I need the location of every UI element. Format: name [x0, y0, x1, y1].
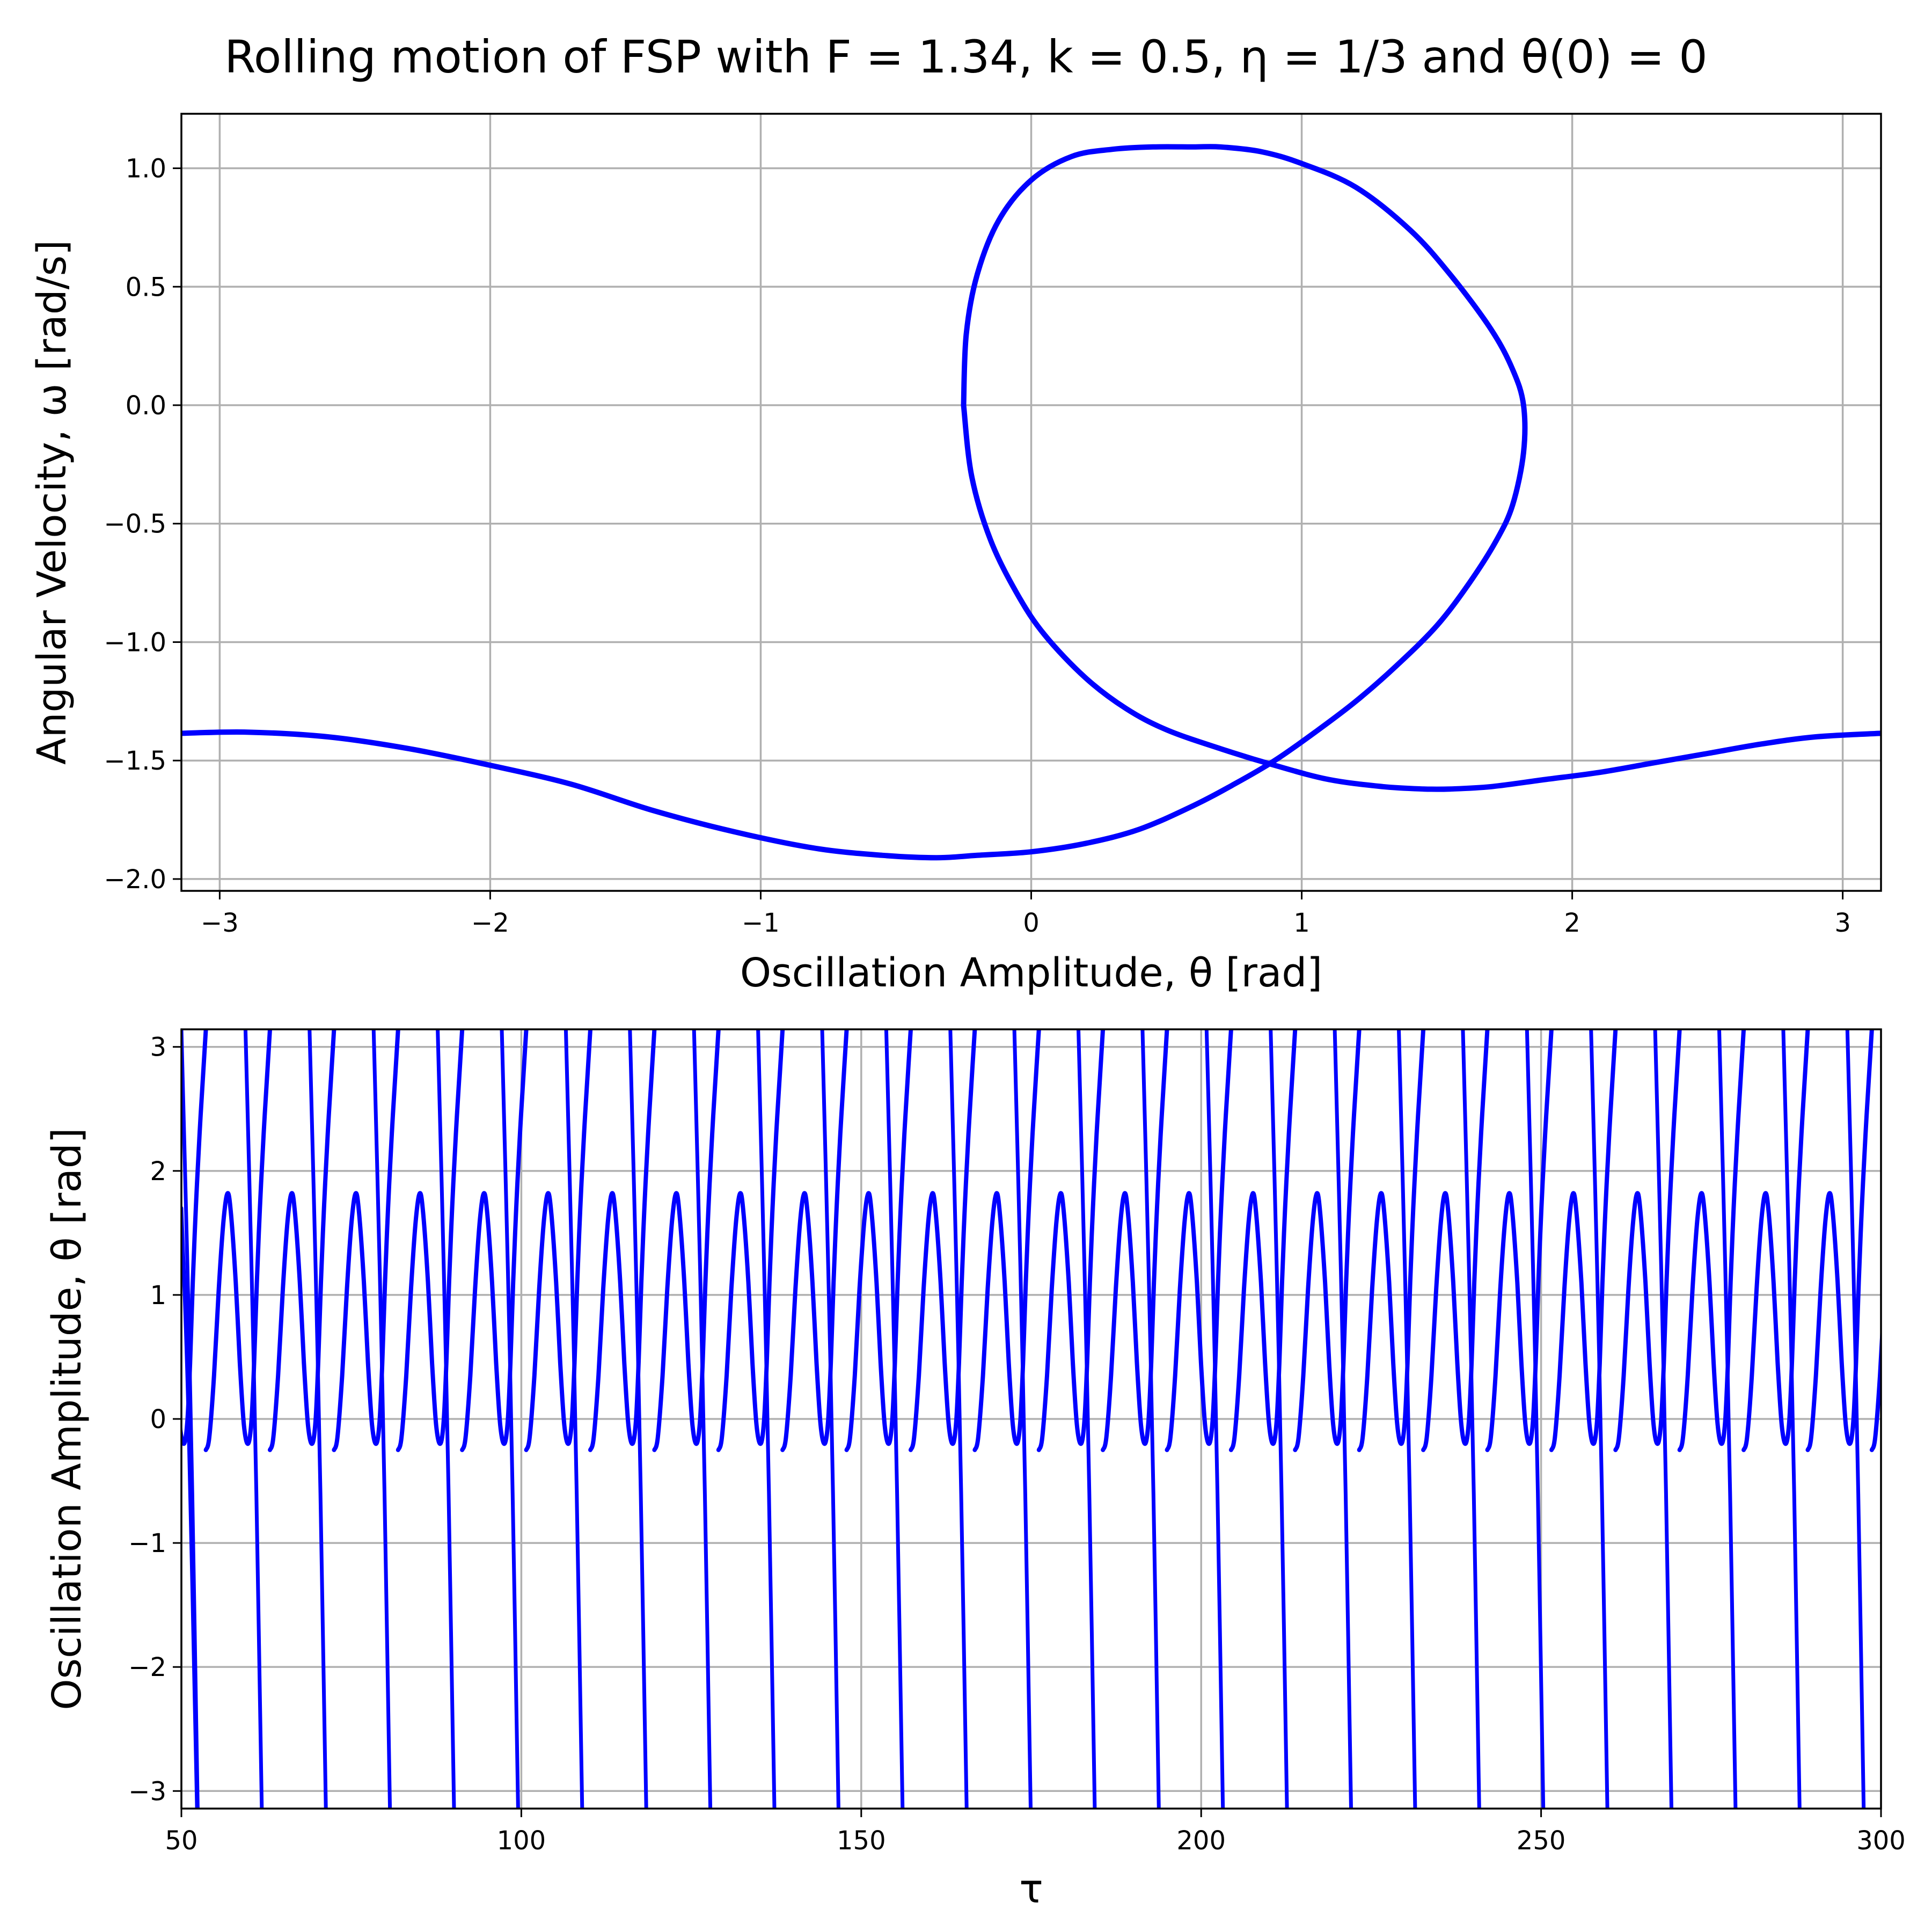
series-line: [780, 1029, 849, 1452]
figure-title: Rolling motion of FSP with F = 1.34, k =…: [224, 31, 1707, 83]
series-line: [1677, 1029, 1746, 1452]
series-line: [588, 1029, 657, 1452]
plot-area: [181, 144, 1881, 861]
y-tick-label: 1.0: [126, 154, 166, 184]
x-axis-label: Oscillation Amplitude, θ [rad]: [740, 950, 1322, 996]
series-line: [181, 144, 1528, 861]
series-line: [308, 1029, 328, 1809]
series-line: [1293, 1029, 1362, 1452]
x-tick-label: 200: [1176, 1826, 1226, 1856]
series-line: [1525, 1029, 1546, 1809]
y-tick-label: −2: [128, 1652, 166, 1682]
y-tick-label: −0.5: [104, 509, 166, 539]
series-line: [396, 1029, 465, 1452]
series-line: [972, 1029, 1041, 1452]
series-line: [564, 1029, 584, 1809]
series-line: [961, 402, 1881, 792]
series-line: [1805, 1029, 1874, 1452]
series-line: [332, 1029, 400, 1452]
series-line: [1228, 1029, 1298, 1452]
y-tick-label: −1.0: [104, 627, 166, 657]
series-line: [1421, 1029, 1490, 1452]
series-line: [1165, 1029, 1233, 1452]
plot-area: [118, 1029, 1928, 1809]
x-tick-label: −2: [471, 908, 509, 938]
series-line: [1269, 1029, 1289, 1809]
series-line: [118, 1029, 134, 1809]
y-axis-label: Oscillation Amplitude, θ [rad]: [44, 1128, 90, 1710]
series-line: [203, 1029, 272, 1452]
x-tick-label: 300: [1856, 1826, 1906, 1856]
series-line: [460, 1029, 529, 1452]
x-tick-label: 1: [1293, 908, 1310, 938]
series-line: [1101, 1029, 1169, 1452]
x-tick-label: 100: [497, 1826, 546, 1856]
series-line: [652, 1029, 721, 1452]
series-line: [500, 1029, 520, 1809]
series-line: [844, 1029, 913, 1452]
grid: [181, 114, 1881, 891]
series-line: [1845, 1029, 1866, 1809]
series-line: [243, 1029, 264, 1809]
y-tick-label: 0: [150, 1404, 166, 1435]
series-line: [1912, 1029, 1928, 1809]
series-line: [1357, 1029, 1426, 1452]
series-line: [181, 1029, 208, 1446]
y-tick-label: 2: [150, 1157, 166, 1187]
y-axis-label: Angular Velocity, ω [rad/s]: [29, 240, 75, 765]
series-line: [181, 1029, 200, 1809]
y-tick-label: −2.0: [104, 865, 166, 895]
x-tick-label: −3: [201, 908, 239, 938]
x-tick-label: 0: [1023, 908, 1040, 938]
x-tick-label: 150: [837, 1826, 886, 1856]
series-line: [1012, 1029, 1033, 1809]
series-line: [716, 1029, 785, 1452]
series-line: [268, 1029, 336, 1452]
series-line: [1485, 1029, 1554, 1452]
series-line: [524, 1029, 592, 1452]
y-tick-label: 3: [150, 1033, 166, 1063]
series-line: [1461, 1029, 1481, 1809]
series-line: [756, 1029, 777, 1809]
series-line: [1204, 1029, 1225, 1809]
series-line: [1333, 1029, 1353, 1809]
phase-portrait-panel: −3 −2 −1 0 1 2 3 1.0 0.5 0.0 −0.5 −1.0 −1.5 −2.0 Oscil…: [29, 113, 1882, 996]
x-tick-label: −1: [742, 908, 780, 938]
time-series-panel: 50 100 150 200 250 300 3 2 1 0 −1 −2 −3 τ Oscillation …: [44, 1028, 1928, 1912]
series-line: [1781, 1029, 1802, 1809]
series-line: [1717, 1029, 1738, 1809]
x-tick-label: 2: [1564, 908, 1580, 938]
y-tick-label: −1.5: [104, 746, 166, 776]
x-tick-label: 3: [1834, 908, 1851, 938]
y-tick-label: −1: [128, 1528, 166, 1558]
y-tick-label: 0.5: [126, 272, 166, 302]
series-line: [820, 1029, 840, 1809]
x-tick-label: 50: [165, 1826, 197, 1856]
series-line: [1140, 1029, 1161, 1809]
series-line: [628, 1029, 648, 1809]
series-line: [1613, 1029, 1682, 1452]
series-line: [948, 1029, 969, 1809]
y-tick-label: −3: [128, 1776, 166, 1806]
series-line: [884, 1029, 905, 1809]
series-line: [371, 1029, 392, 1809]
x-tick-label: 250: [1517, 1826, 1566, 1856]
x-axis-label: τ: [1019, 1866, 1043, 1912]
series-line: [1036, 1029, 1106, 1452]
series-line: [1589, 1029, 1609, 1809]
series-line: [1077, 1029, 1097, 1809]
series-line: [1549, 1029, 1618, 1452]
series-line: [436, 1029, 456, 1809]
series-line: [1653, 1029, 1673, 1809]
series-line: [1741, 1029, 1810, 1452]
y-tick-label: 0.0: [126, 391, 166, 421]
y-tick-label: 1: [150, 1280, 166, 1311]
series-line: [1397, 1029, 1417, 1809]
series-line: [692, 1029, 713, 1809]
series-line: [909, 1029, 977, 1452]
